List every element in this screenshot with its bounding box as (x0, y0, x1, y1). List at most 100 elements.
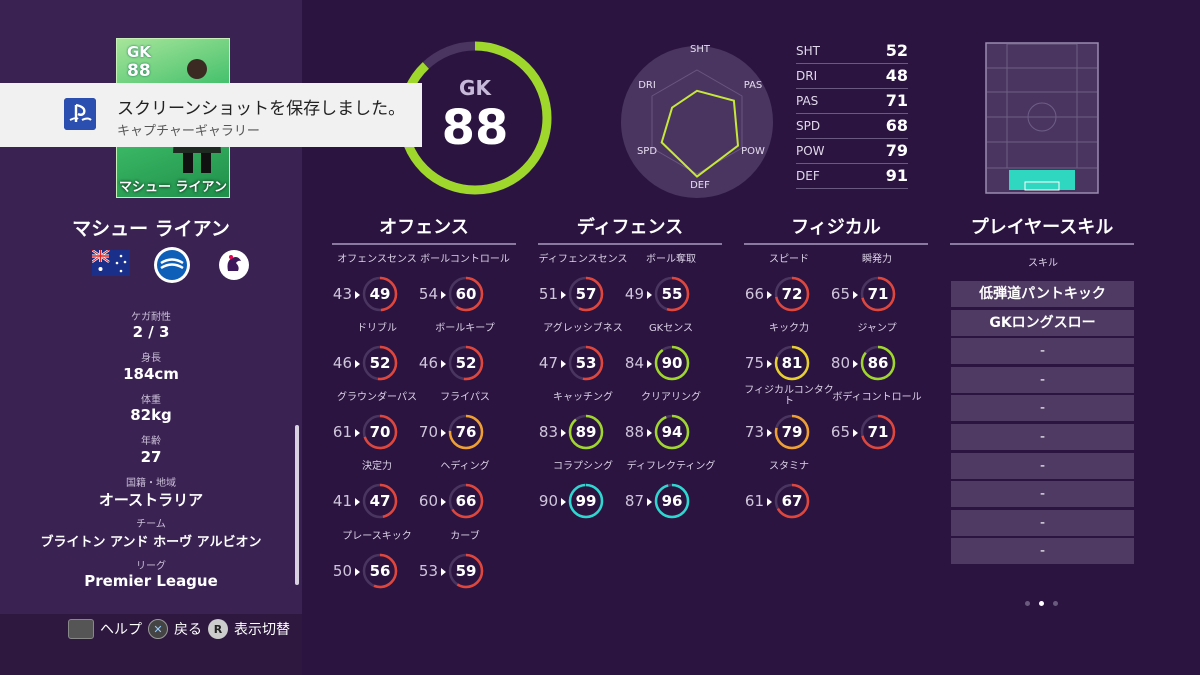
section-title-0: オフェンス (332, 213, 516, 245)
stat-arrow-icon (853, 360, 858, 368)
stat-ring[interactable]: 89 (567, 413, 605, 451)
team-value: ブライトン アンド ホーヴ アルビオン (40, 535, 262, 550)
stat-label: カーブ (450, 531, 480, 542)
screenshot-notification[interactable]: スクリーンショットを保存しました。 キャプチャーギャラリー (0, 83, 422, 147)
stat-base-value: 73 (744, 423, 764, 441)
stat-label: ジャンプ (857, 323, 897, 334)
stat-ring-gauge (774, 345, 810, 381)
stat-ring[interactable]: 76 (447, 413, 485, 451)
back-label[interactable]: 戻る (174, 622, 202, 638)
stat-ring[interactable]: 66 (447, 482, 485, 520)
player-name: マシュー ライアン (72, 218, 230, 240)
skill-slot[interactable]: GKロングスロー (951, 309, 1134, 336)
stat-ring[interactable]: 71 (859, 275, 897, 313)
stat-value: 60 (455, 285, 477, 303)
notification-subtitle: キャプチャーギャラリー (117, 124, 260, 139)
stat-arrow-icon (767, 429, 772, 437)
toggle-view-label[interactable]: 表示切替 (234, 622, 290, 638)
stat-value: 56 (369, 562, 391, 580)
skill-slot-empty[interactable]: - (951, 395, 1134, 422)
skills-header: スキル (1028, 258, 1058, 269)
league-value: Premier League (84, 572, 218, 590)
stat-base-value: 88 (624, 423, 644, 441)
stat-ring[interactable]: 52 (361, 344, 399, 382)
stat-ring[interactable]: 72 (773, 275, 811, 313)
weight-label: 体重 (141, 395, 161, 406)
gk-position-highlight (1009, 170, 1075, 190)
height-value: 184cm (123, 365, 179, 383)
stat-value: 89 (575, 423, 597, 441)
stat-label: オフェンスセンス (337, 254, 417, 265)
stat-label: キック力 (769, 323, 809, 334)
stat-ring[interactable]: 70 (361, 413, 399, 451)
radar-row-sht: SHT 52 (796, 40, 908, 64)
stat-arrow-icon (647, 360, 652, 368)
radar-chart (621, 46, 773, 198)
page-indicator-dot[interactable] (1053, 601, 1058, 606)
skill-slot-empty[interactable]: - (951, 452, 1134, 479)
stat-label: ドリブル (357, 323, 397, 334)
league-logo-icon (219, 250, 249, 280)
stat-value: 96 (661, 492, 683, 510)
page-indicator-dot[interactable] (1025, 601, 1030, 606)
stat-ring[interactable]: 57 (567, 275, 605, 313)
stat-label: キャッチング (553, 392, 613, 403)
radar-key: DEF (796, 169, 820, 183)
info-scrollbar[interactable] (295, 425, 299, 585)
stat-base-value: 75 (744, 354, 764, 372)
radar-value: 71 (885, 91, 908, 110)
stat-value: 81 (781, 354, 803, 372)
stat-ring[interactable]: 99 (567, 482, 605, 520)
stat-ring-gauge (362, 345, 398, 381)
stat-base-value: 65 (830, 285, 850, 303)
stat-ring[interactable]: 55 (653, 275, 691, 313)
stat-arrow-icon (647, 498, 652, 506)
stat-ring[interactable]: 71 (859, 413, 897, 451)
radar-axis-label-def: DEF (690, 180, 710, 191)
position-pitch-map (985, 42, 1099, 194)
stat-ring-gauge (448, 414, 484, 450)
radar-axis-label-spd: SPD (636, 146, 658, 157)
help-label[interactable]: ヘルプ (100, 622, 142, 638)
stat-ring[interactable]: 96 (653, 482, 691, 520)
stat-ring[interactable]: 60 (447, 275, 485, 313)
page-indicator-dot-active[interactable] (1039, 601, 1044, 606)
stat-ring[interactable]: 49 (361, 275, 399, 313)
stat-ring[interactable]: 94 (653, 413, 691, 451)
stat-base-value: 46 (418, 354, 438, 372)
skill-slot-empty[interactable]: - (951, 366, 1134, 393)
durability-label: ケガ耐性 (131, 312, 171, 323)
stat-ring-gauge (654, 276, 690, 312)
stat-ring-gauge (654, 483, 690, 519)
overall-position: GK (459, 76, 491, 100)
skill-slot-empty[interactable]: - (951, 481, 1134, 508)
skill-slot[interactable]: 低弾道パントキック (951, 281, 1134, 307)
stat-label: コラプシング (553, 461, 613, 472)
stat-label: GKセンス (648, 323, 694, 334)
skill-slot-empty[interactable]: - (951, 509, 1134, 536)
skill-slot-empty[interactable]: - (951, 538, 1134, 565)
stat-base-value: 65 (830, 423, 850, 441)
radar-axis-label-dri: DRI (638, 80, 656, 91)
stat-ring-gauge (774, 483, 810, 519)
radar-value: 48 (885, 66, 908, 85)
stat-ring[interactable]: 86 (859, 344, 897, 382)
stat-ring[interactable]: 53 (567, 344, 605, 382)
stat-ring[interactable]: 47 (361, 482, 399, 520)
stat-ring[interactable]: 90 (653, 344, 691, 382)
stat-base-value: 51 (538, 285, 558, 303)
stat-ring[interactable]: 59 (447, 552, 485, 590)
stat-base-value: 80 (830, 354, 850, 372)
stat-ring[interactable]: 52 (447, 344, 485, 382)
stat-arrow-icon (561, 291, 566, 299)
stat-ring[interactable]: 81 (773, 344, 811, 382)
stat-ring[interactable]: 56 (361, 552, 399, 590)
skill-slot-empty[interactable]: - (951, 338, 1134, 365)
section-title-2: フィジカル (744, 213, 928, 245)
skill-slot-empty[interactable]: - (951, 424, 1134, 450)
stat-ring[interactable]: 67 (773, 482, 811, 520)
button-guide: ヘルプ ✕ 戻る R 表示切替 (68, 619, 290, 639)
radar-row-dri: DRI 48 (796, 65, 908, 89)
stat-ring[interactable]: 79 (773, 413, 811, 451)
